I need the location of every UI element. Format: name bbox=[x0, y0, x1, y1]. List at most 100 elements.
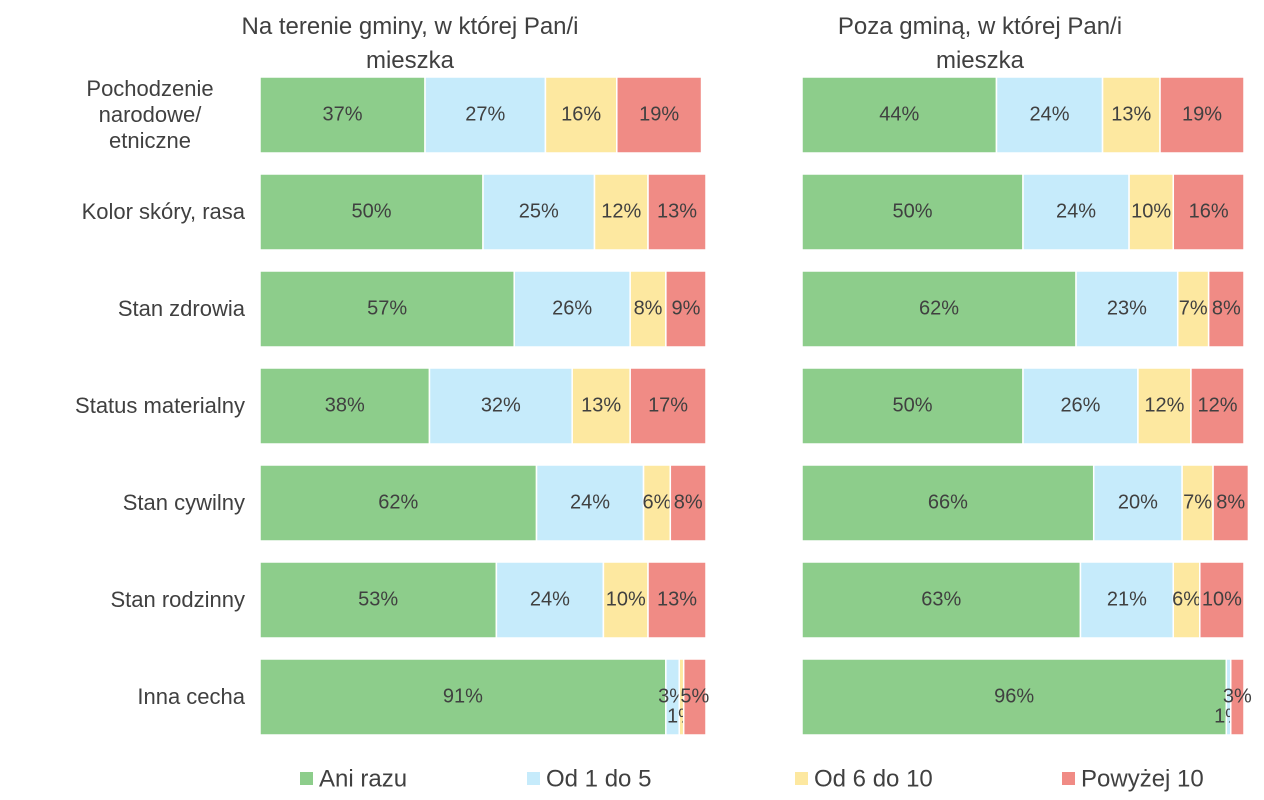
bar-segment bbox=[1075, 270, 1179, 348]
bar-segment bbox=[801, 76, 998, 154]
bar-segment bbox=[259, 173, 484, 251]
bar-segment bbox=[1079, 561, 1175, 639]
data-label: 10% bbox=[606, 588, 646, 610]
category-label: Inna cecha bbox=[137, 684, 245, 709]
data-label: 12% bbox=[601, 200, 641, 222]
bar-segment bbox=[1212, 464, 1250, 542]
bar-segment bbox=[513, 270, 631, 348]
bar-segment bbox=[571, 367, 631, 445]
legend-swatch bbox=[527, 772, 540, 785]
bar-segment bbox=[801, 173, 1024, 251]
data-label: 5% bbox=[680, 685, 709, 707]
bar-segment bbox=[544, 76, 618, 154]
bar-segment bbox=[424, 76, 547, 154]
legend-swatch bbox=[300, 772, 313, 785]
bar-segment bbox=[1172, 173, 1245, 251]
data-label: 10% bbox=[1202, 588, 1242, 610]
category-label: Stan rodzinny bbox=[110, 587, 245, 612]
bar-segment bbox=[801, 561, 1082, 639]
data-label: 19% bbox=[639, 103, 679, 125]
data-label: 10% bbox=[1131, 200, 1171, 222]
data-label: 24% bbox=[570, 491, 610, 513]
data-label: 16% bbox=[1189, 200, 1229, 222]
category-label: Pochodzenie narodowe/ etniczne bbox=[86, 76, 214, 153]
data-label: 7% bbox=[1179, 297, 1208, 319]
data-label: 21% bbox=[1107, 588, 1147, 610]
data-label: 6% bbox=[1172, 588, 1201, 610]
bar-segment bbox=[482, 173, 596, 251]
data-label: 7% bbox=[1183, 491, 1212, 513]
data-label: 8% bbox=[634, 297, 663, 319]
bar-segment bbox=[1229, 658, 1245, 736]
bar-segment bbox=[1207, 270, 1245, 348]
data-label: 53% bbox=[358, 588, 398, 610]
bar-segment bbox=[593, 173, 649, 251]
data-label: 91% bbox=[443, 685, 483, 707]
bar-segment bbox=[602, 561, 649, 639]
bar-segment bbox=[647, 173, 707, 251]
data-label: 3% bbox=[1223, 685, 1252, 707]
legend-swatch bbox=[1062, 772, 1075, 785]
data-label: 25% bbox=[519, 200, 559, 222]
bar-segment bbox=[1181, 464, 1214, 542]
bar-segment bbox=[495, 561, 605, 639]
bar-segment bbox=[682, 658, 707, 736]
data-label: 8% bbox=[674, 491, 703, 513]
data-label: 16% bbox=[561, 103, 601, 125]
data-label: 26% bbox=[552, 297, 592, 319]
legend-label: Od 6 do 10 bbox=[814, 765, 933, 792]
legend-label: Powyżej 10 bbox=[1081, 765, 1204, 792]
data-label: 24% bbox=[1056, 200, 1096, 222]
data-label: 57% bbox=[367, 297, 407, 319]
category-label: Stan cywilny bbox=[122, 490, 245, 515]
data-label: 8% bbox=[1216, 491, 1245, 513]
category-label: Status materialny bbox=[75, 393, 245, 418]
data-label: 50% bbox=[892, 394, 932, 416]
bar-segment bbox=[1199, 561, 1245, 639]
bar-segment bbox=[1092, 464, 1183, 542]
bar-segment bbox=[801, 367, 1024, 445]
category-label: Stan zdrowia bbox=[117, 296, 245, 321]
data-label: 20% bbox=[1118, 491, 1158, 513]
data-label: 13% bbox=[657, 588, 697, 610]
data-label: 13% bbox=[1111, 103, 1151, 125]
data-label: 12% bbox=[1197, 394, 1237, 416]
bar-segment bbox=[259, 464, 538, 542]
data-label: 62% bbox=[919, 297, 959, 319]
data-label: 50% bbox=[892, 200, 932, 222]
legend-swatch bbox=[795, 772, 808, 785]
data-label: 66% bbox=[928, 491, 968, 513]
bar-segment bbox=[1176, 270, 1210, 348]
data-label: 23% bbox=[1107, 297, 1147, 319]
bar-segment bbox=[801, 464, 1095, 542]
data-label: 63% bbox=[921, 588, 961, 610]
bar-segment bbox=[259, 658, 667, 736]
bar-segment bbox=[259, 561, 498, 639]
data-label: 24% bbox=[530, 588, 570, 610]
bar-segment bbox=[616, 76, 703, 154]
bar-segment bbox=[1101, 76, 1161, 154]
chart-title: Na terenie gminy, w której Pan/i mieszka bbox=[241, 13, 579, 74]
bar-segment bbox=[629, 270, 667, 348]
bar-segment bbox=[1022, 173, 1130, 251]
bar-segment bbox=[259, 270, 515, 348]
data-label: 62% bbox=[378, 491, 418, 513]
data-label: 12% bbox=[1144, 394, 1184, 416]
data-label: 50% bbox=[351, 200, 391, 222]
data-label: 26% bbox=[1060, 394, 1100, 416]
chart-title: Poza gminą, w której Pan/i mieszka bbox=[837, 13, 1123, 74]
bar-segment bbox=[801, 270, 1077, 348]
data-label: 96% bbox=[994, 685, 1034, 707]
data-label: 44% bbox=[879, 103, 919, 125]
data-label: 8% bbox=[1212, 297, 1241, 319]
bar-segment bbox=[629, 367, 707, 445]
data-label: 32% bbox=[481, 394, 521, 416]
bar-segment bbox=[1190, 367, 1245, 445]
data-label: 38% bbox=[325, 394, 365, 416]
bar-segment bbox=[665, 270, 707, 348]
bar-segment bbox=[535, 464, 645, 542]
bar-segment bbox=[1172, 561, 1201, 639]
data-label: 9% bbox=[671, 297, 700, 319]
